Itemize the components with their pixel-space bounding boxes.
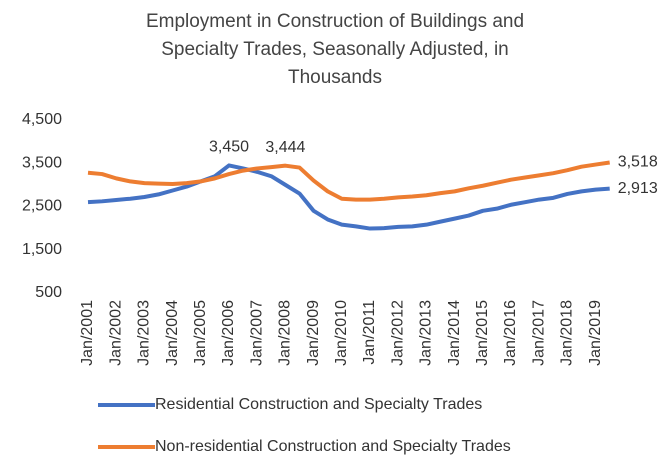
x-tick-label: Jan/2009 <box>305 300 322 366</box>
x-tick-label: Jan/2010 <box>333 300 350 366</box>
x-tick-label: Jan/2004 <box>164 300 181 366</box>
data-label: 2,913 <box>618 180 658 197</box>
data-label: 3,450 <box>209 139 249 156</box>
y-tick-label: 2,500 <box>22 198 62 215</box>
x-tick-label: Jan/2007 <box>248 300 265 366</box>
x-tick-label: Jan/2006 <box>220 300 237 366</box>
x-tick-label: Jan/2013 <box>418 300 435 366</box>
data-label: 3,444 <box>265 139 305 156</box>
x-tick-label: Jan/2001 <box>79 300 96 366</box>
y-tick-label: 3,500 <box>22 154 62 171</box>
x-tick-label: Jan/2002 <box>107 300 124 366</box>
y-tick-label: 1,500 <box>22 241 62 258</box>
series-line <box>87 160 610 202</box>
x-tick-label: Jan/2017 <box>530 300 547 366</box>
x-tick-label: Jan/2011 <box>361 300 378 365</box>
x-tick-label: Jan/2012 <box>389 300 406 366</box>
legend-label: Non-residential Construction and Special… <box>155 438 511 455</box>
y-tick-label: 4,500 <box>22 111 62 128</box>
x-tick-label: Jan/2018 <box>559 300 576 366</box>
x-tick-label: Jan/2014 <box>446 300 463 366</box>
x-tick-label: Jan/2015 <box>474 300 491 366</box>
series-line <box>87 163 610 231</box>
x-tick-label: Jan/2008 <box>277 300 294 366</box>
data-label: 3,518 <box>618 154 658 171</box>
x-tick-label: Jan/2019 <box>587 300 604 366</box>
x-tick-label: Jan/2016 <box>502 300 519 366</box>
x-tick-label: Jan/2003 <box>136 300 153 366</box>
legend-label: Residential Construction and Specialty T… <box>155 396 482 413</box>
y-tick-label: 500 <box>35 284 62 301</box>
chart-title: Employment in Construction of Buildings … <box>145 11 525 88</box>
x-tick-label: Jan/2005 <box>192 300 209 366</box>
